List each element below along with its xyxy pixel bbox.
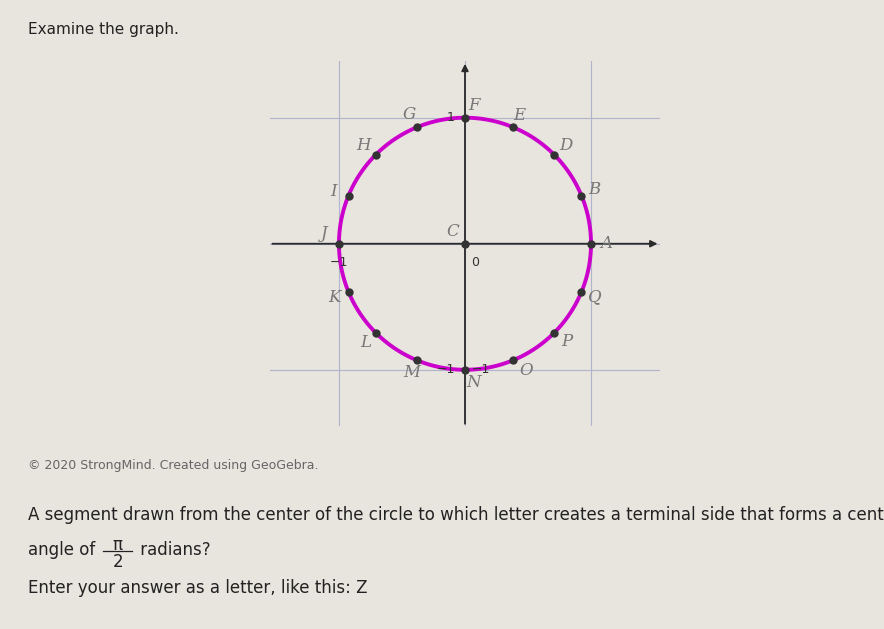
Text: −1: −1: [437, 364, 455, 376]
Text: angle of: angle of: [28, 541, 101, 559]
Text: G: G: [402, 106, 415, 123]
Text: −1: −1: [330, 257, 348, 269]
Text: N: N: [467, 374, 481, 391]
Text: 1: 1: [447, 111, 455, 124]
Text: D: D: [559, 137, 572, 154]
Text: 0: 0: [471, 257, 479, 269]
Text: 2: 2: [112, 553, 123, 571]
Text: π: π: [112, 537, 123, 554]
Text: B: B: [588, 181, 600, 198]
Text: radians?: radians?: [135, 541, 211, 559]
Text: I: I: [330, 183, 337, 200]
Text: K: K: [329, 289, 341, 306]
Text: M: M: [403, 364, 420, 381]
Text: O: O: [519, 362, 533, 379]
Text: C: C: [446, 223, 459, 240]
Text: A segment drawn from the center of the circle to which letter creates a terminal: A segment drawn from the center of the c…: [28, 506, 884, 525]
Text: A: A: [600, 235, 612, 252]
Text: H: H: [356, 137, 370, 154]
Text: F: F: [468, 97, 479, 114]
Text: Q: Q: [589, 289, 602, 306]
Text: J: J: [321, 225, 327, 242]
Text: P: P: [561, 333, 572, 350]
Text: L: L: [361, 335, 371, 352]
Text: Examine the graph.: Examine the graph.: [28, 22, 179, 37]
Text: −1: −1: [471, 364, 490, 376]
Text: E: E: [514, 108, 526, 125]
Text: © 2020 StrongMind. Created using GeoGebra.: © 2020 StrongMind. Created using GeoGebr…: [28, 459, 319, 472]
Text: Enter your answer as a letter, like this: Z: Enter your answer as a letter, like this…: [28, 579, 368, 597]
